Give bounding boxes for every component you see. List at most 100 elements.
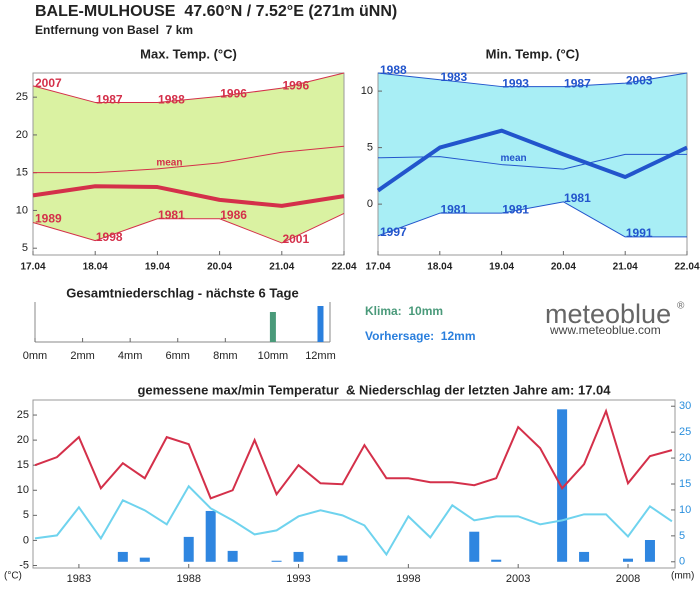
x-tick-label: 6mm <box>166 350 190 362</box>
y-tick-label: 10 <box>16 204 28 216</box>
precip-bar <box>557 409 568 562</box>
x-tick-label: 21.04 <box>613 262 638 273</box>
y2-tick-label: 0 <box>679 556 685 568</box>
x-tick-label: 22.04 <box>674 262 699 273</box>
y2-tick-label: 20 <box>679 452 691 464</box>
y2-tick-label: 15 <box>679 478 691 490</box>
mean-label: mean <box>156 158 182 169</box>
x-tick-label: 12mm <box>305 350 336 362</box>
precip-bar <box>579 551 590 562</box>
x-tick-label: 1988 <box>176 573 200 585</box>
mean-line <box>33 145 345 174</box>
precip-bar <box>337 555 348 562</box>
y2-tick-label: 25 <box>679 426 691 438</box>
x-tick-label: 2008 <box>616 573 640 585</box>
plot-frame <box>377 72 688 256</box>
x-tick-label: 17.04 <box>365 262 390 273</box>
record-year-label: 1991 <box>626 226 653 240</box>
chart-title: Gesamtniederschlag - nächste 6 Tage <box>66 285 298 300</box>
record-year-label: 1983 <box>440 70 467 84</box>
x-tick-label: 18.04 <box>83 262 108 273</box>
record-year-label: 1987 <box>96 93 123 107</box>
chart-title: gemessene max/min Temperatur & Niedersch… <box>137 382 611 397</box>
y-tick-label: 0 <box>23 534 29 546</box>
forecast-line <box>32 184 345 208</box>
x-tick-label: 1998 <box>396 573 420 585</box>
y-tick-label: 10 <box>17 484 29 496</box>
y-tick-label: 25 <box>17 409 29 421</box>
precip-bar <box>469 531 480 562</box>
range-area <box>33 73 344 243</box>
x-tick-label: 20.04 <box>551 262 576 273</box>
y2-tick-label: 10 <box>679 504 691 516</box>
x-tick-label: 17.04 <box>20 262 45 273</box>
temperature-line <box>34 484 673 557</box>
y2-tick-label: 30 <box>679 400 691 412</box>
y-tick-label: 15 <box>16 167 28 179</box>
record-year-label: 1998 <box>96 230 123 244</box>
page-subtitle: Entfernung von Basel 7 km <box>35 23 193 37</box>
forecast-line <box>376 128 688 193</box>
x-tick-label: 1983 <box>67 573 91 585</box>
record-year-label: 1981 <box>440 202 467 216</box>
record-year-label: 1997 <box>380 225 407 239</box>
y-tick-label: 15 <box>17 459 29 471</box>
precip-bar <box>227 550 238 562</box>
record-year-label: 1996 <box>282 78 309 92</box>
record-year-label: 2001 <box>282 232 309 246</box>
y2-unit-label: (mm) <box>671 571 694 582</box>
precip-bar <box>271 560 282 562</box>
mean-label: mean <box>501 153 527 164</box>
precip-bar <box>491 559 502 562</box>
logo-mark: ® <box>677 301 685 312</box>
record-year-label: 1996 <box>220 87 247 101</box>
y-tick-label: 25 <box>16 91 28 103</box>
record-year-label: 1988 <box>380 63 407 77</box>
record-low-line <box>377 201 687 238</box>
chart-title: Max. Temp. (°C) <box>140 46 237 61</box>
y-tick-label: -5 <box>19 559 29 571</box>
x-tick-label: 19.04 <box>145 262 170 273</box>
plot-frame <box>32 72 345 256</box>
y-tick-label: 20 <box>16 129 28 141</box>
x-tick-label: 1993 <box>286 573 310 585</box>
logo-url: www.meteoblue.com <box>549 323 661 337</box>
x-tick-label: 22.04 <box>331 262 356 273</box>
x-tick-label: 2mm <box>70 350 94 362</box>
marker-label: Vorhersage: 12mm <box>365 329 476 343</box>
chart-title: Min. Temp. (°C) <box>486 46 580 61</box>
precip-bar <box>117 551 128 562</box>
y-tick-label: 5 <box>23 509 29 521</box>
y-unit-label: (°C) <box>4 571 22 582</box>
x-tick-label: 21.04 <box>269 262 294 273</box>
x-tick-label: 2003 <box>506 573 530 585</box>
page-title: BALE-MULHOUSE 47.60°N / 7.52°E (271m üNN… <box>35 3 397 20</box>
x-tick-label: 20.04 <box>207 262 232 273</box>
record-year-label: 1989 <box>35 212 62 226</box>
plot-frame <box>32 399 676 569</box>
marker-label: Klima: 10mm <box>365 304 443 318</box>
precip-bar <box>183 536 194 562</box>
record-year-label: 1981 <box>502 202 529 216</box>
logo-name: meteoblue <box>545 299 671 329</box>
x-tick-label: 18.04 <box>427 262 452 273</box>
record-year-label: 1988 <box>158 93 185 107</box>
precip-bar <box>205 510 216 562</box>
y-tick-label: 20 <box>17 434 29 446</box>
precip-bar <box>644 540 655 562</box>
y-tick-label: 0 <box>367 198 373 210</box>
record-high-line <box>32 72 345 103</box>
range-area <box>378 73 687 237</box>
record-low-line <box>32 213 345 244</box>
record-year-label: 1981 <box>564 191 591 205</box>
x-tick-label: 4mm <box>118 350 142 362</box>
record-year-label: 1993 <box>502 77 529 91</box>
x-tick-label: 0mm <box>23 350 47 362</box>
y2-tick-label: 5 <box>679 530 685 542</box>
y-tick-label: 5 <box>22 242 28 254</box>
record-high-line <box>377 72 688 88</box>
precip-bar <box>139 557 150 562</box>
record-year-label: 2003 <box>626 73 653 87</box>
precip-marker <box>317 306 324 342</box>
